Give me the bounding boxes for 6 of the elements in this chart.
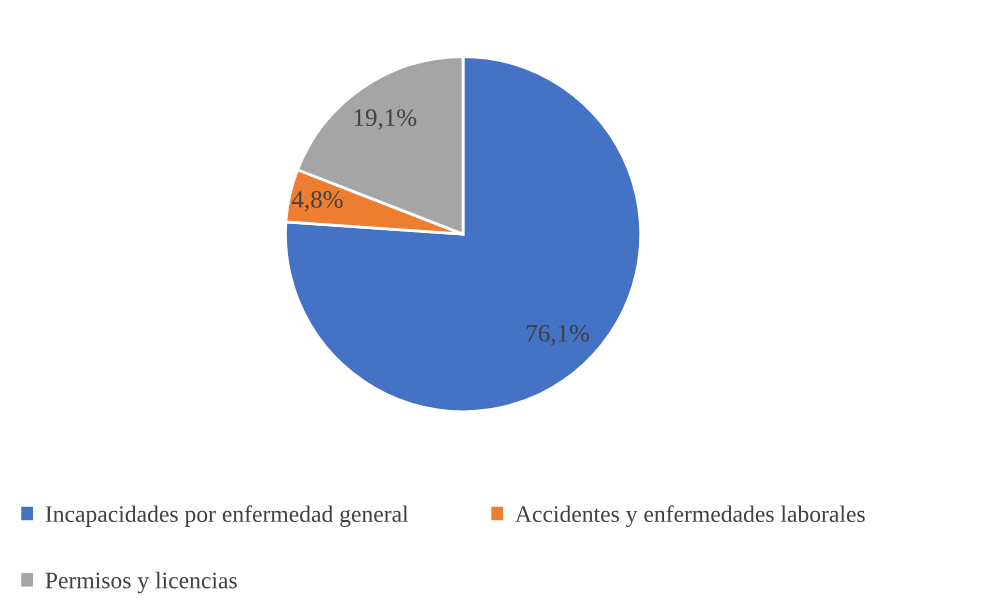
legend-label: Accidentes y enfermedades laborales	[515, 505, 865, 527]
data-label: 76,1%	[526, 324, 590, 346]
data-label: 4,8%	[291, 190, 343, 212]
legend-label: Permisos y licencias	[45, 571, 237, 594]
data-label: 19,1%	[354, 109, 417, 130]
legend-label: Incapacidades por enfermedad general	[45, 505, 409, 527]
